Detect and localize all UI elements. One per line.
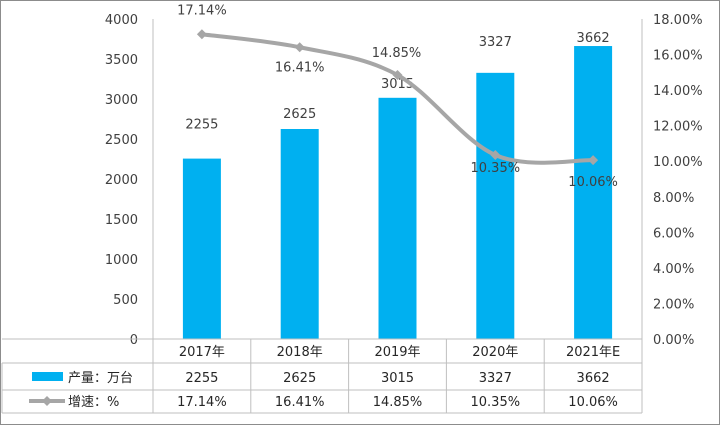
bar-4	[476, 72, 515, 339]
y-right-tick-label: 2.00%	[653, 297, 694, 312]
legend-label-production: 产量：万台	[68, 371, 133, 386]
y-right-tick-label: 14.00%	[653, 84, 703, 99]
growth-marker-3	[392, 70, 403, 80]
bar-data-label: 3327	[479, 35, 512, 50]
y-left-tick-label: 3500	[105, 53, 138, 68]
growth-marker-1	[196, 29, 207, 40]
table-cell-production: 2255	[185, 371, 218, 386]
table-cell-growth: 17.14%	[177, 395, 227, 410]
bar-1	[182, 158, 221, 339]
growth-data-label: 10.35%	[471, 161, 521, 176]
y-left-tick-label: 2000	[105, 173, 138, 188]
table-cell-production: 2625	[283, 371, 316, 386]
y-left-tick-label: 1500	[105, 213, 138, 228]
category-label: 2020年	[472, 345, 518, 360]
legend-swatch-production	[32, 372, 63, 381]
table-cell-growth: 14.85%	[373, 395, 423, 410]
bar-data-label: 2255	[185, 118, 218, 133]
growth-data-label: 10.06%	[568, 175, 618, 190]
y-right-tick-label: 4.00%	[653, 262, 694, 277]
y-right-tick-label: 8.00%	[653, 191, 694, 206]
y-left-tick-label: 4000	[105, 13, 138, 28]
y-right-tick-label: 18.00%	[653, 13, 703, 28]
growth-data-label: 14.85%	[372, 46, 422, 61]
y-right-tick-label: 16.00%	[653, 49, 703, 64]
growth-marker-4	[490, 150, 501, 160]
y-left-tick-label: 3000	[105, 93, 138, 108]
y-right-tick-label: 6.00%	[653, 226, 694, 241]
y-left-tick-label: 2500	[105, 133, 138, 148]
category-label: 2018年	[277, 345, 323, 360]
growth-marker-2	[294, 42, 305, 53]
bar-5	[574, 46, 613, 339]
bar-3	[378, 97, 417, 339]
y-left-tick-label: 1000	[105, 253, 138, 268]
bar-data-label: 2625	[283, 107, 316, 122]
table-cell-growth: 10.06%	[568, 395, 618, 410]
y-right-tick-label: 10.00%	[653, 155, 703, 170]
table-cell-production: 3015	[381, 371, 414, 386]
category-label: 2021年E	[566, 345, 620, 360]
legend-label-growth: 增速：%	[68, 395, 119, 410]
y-right-tick-label: 0.00%	[653, 333, 694, 348]
category-label: 2017年	[179, 345, 225, 360]
growth-marker-5	[588, 155, 599, 166]
y-right-tick-label: 12.00%	[653, 120, 703, 135]
bar-data-label: 3662	[577, 31, 610, 46]
bar-2	[280, 129, 319, 339]
table-cell-growth: 16.41%	[275, 395, 325, 410]
legend-marker-growth	[42, 396, 52, 406]
growth-data-label: 16.41%	[275, 60, 325, 75]
growth-data-label: 17.14%	[177, 3, 227, 18]
category-label: 2019年	[374, 345, 420, 360]
y-left-tick-label: 500	[113, 293, 138, 308]
table-cell-growth: 10.35%	[471, 395, 521, 410]
y-left-tick-label: 0	[130, 333, 138, 348]
table-cell-production: 3662	[577, 371, 610, 386]
table-cell-production: 3327	[479, 371, 512, 386]
